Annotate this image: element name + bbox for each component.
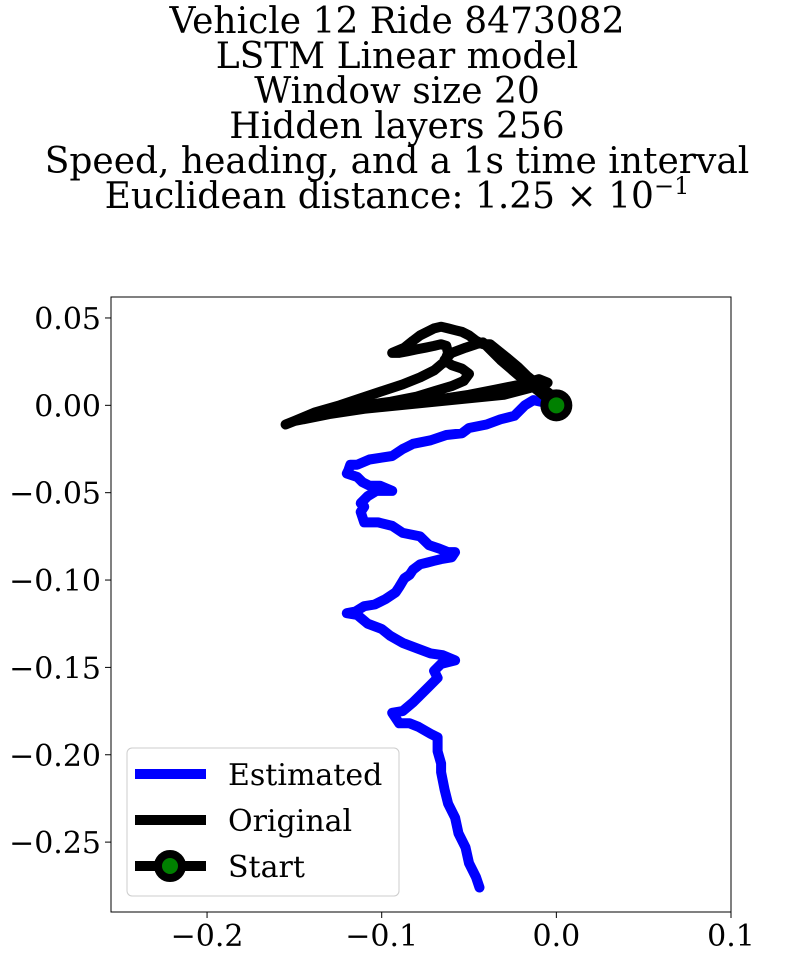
x-tick-label: −0.1 [345, 919, 418, 954]
x-tick-label: 0.0 [532, 919, 580, 954]
y-tick-label: −0.10 [9, 564, 101, 599]
title-line-hidden: Hidden layers 256 [229, 106, 565, 147]
distance-base: 10 [608, 176, 654, 217]
title-line-vehicle: Vehicle 12 Ride 8473082 [169, 1, 625, 42]
x-tick-label: −0.2 [171, 919, 244, 954]
y-tick-label: 0.05 [34, 302, 101, 337]
series-original-line [280, 321, 562, 430]
distance-prefix: Euclidean distance: [104, 176, 475, 217]
legend-original-label: Original [228, 804, 352, 839]
y-tick-label: −0.15 [9, 651, 101, 686]
title-line-features: Speed, heading, and a 1s time interval [44, 141, 750, 182]
legend-start-marker [154, 850, 186, 882]
series-estimated-line [341, 395, 562, 893]
distance-times: × [566, 176, 597, 217]
distance-mantissa: 1.25 [474, 176, 556, 217]
legend-box [126, 747, 400, 897]
title-line-window: Window size 20 [254, 71, 540, 112]
axis-ticks: −0.2 −0.1 0.0 0.1 0.05 0.00 −0.05 −0.10 −0.15 −0.… [9, 302, 755, 954]
distance-exponent: −1 [653, 172, 690, 200]
y-tick-label: 0.00 [34, 389, 101, 424]
legend-estimated-label: Estimated [228, 758, 382, 793]
axes-frame [110, 296, 732, 913]
y-tick-label: −0.20 [9, 739, 101, 774]
legend: Estimated Original Start [126, 747, 400, 897]
x-tick-label: 0.1 [707, 919, 755, 954]
y-tick-label: −0.05 [9, 477, 101, 512]
title-line-distance: Euclidean distance: 1.25 × 10−1 [0, 174, 794, 217]
start-point-marker [540, 389, 573, 422]
chart-title: Vehicle 12 Ride 8473082 LSTM Linear mode… [0, 1, 794, 217]
y-tick-label: −0.25 [9, 826, 101, 861]
plot-area [280, 321, 573, 893]
title-line-model: LSTM Linear model [215, 36, 579, 77]
legend-start-label: Start [228, 850, 305, 885]
